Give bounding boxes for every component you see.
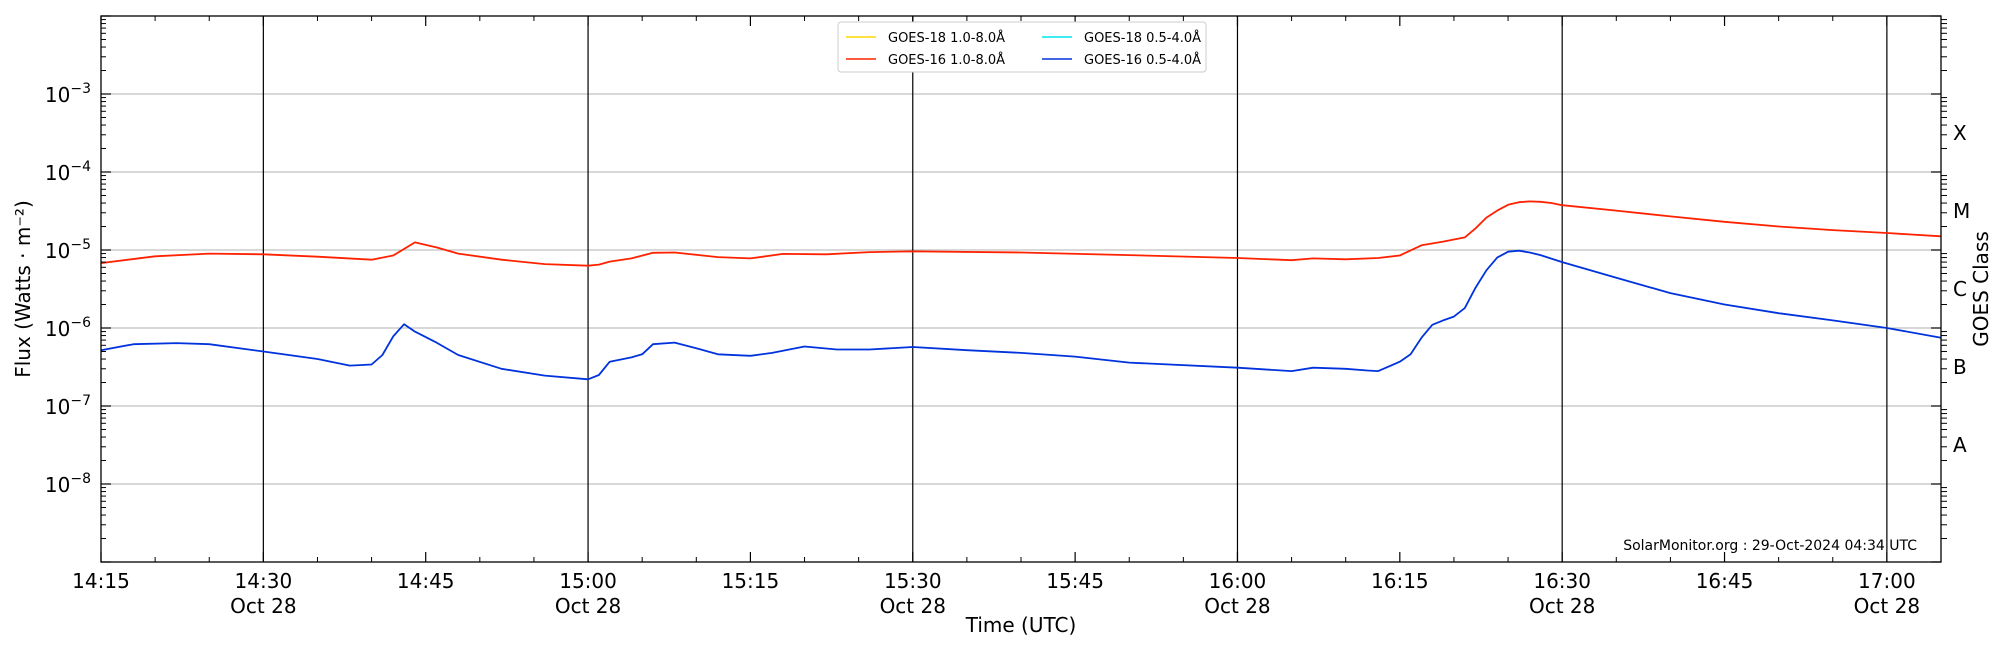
y-tick-label: 10−5 — [45, 237, 91, 263]
series-line — [100, 200, 1942, 267]
x-tick-date-label: Oct 28 — [230, 594, 296, 618]
grid-layer — [101, 16, 1941, 562]
x-tick-label: 15:00 — [559, 569, 617, 593]
x-tick-date-label: Oct 28 — [555, 594, 621, 618]
y-tick-label: 10−3 — [45, 81, 91, 107]
credit-text: SolarMonitor.org : 29-Oct-2024 04:34 UTC — [1623, 538, 1917, 554]
ticks-layer — [100, 15, 1947, 563]
legend-label: GOES-16 0.5-4.0Å — [1084, 52, 1201, 68]
series-line — [100, 249, 1942, 381]
x-axis-title: Time (UTC) — [965, 613, 1077, 637]
legend-label: GOES-18 1.0-8.0Å — [888, 30, 1005, 46]
goes-class-label: A — [1953, 433, 1967, 457]
x-tick-label: 16:15 — [1371, 569, 1429, 593]
x-tick-label: 14:45 — [397, 569, 455, 593]
goes-class-label: C — [1953, 277, 1967, 301]
x-tick-label: 17:00 — [1858, 569, 1916, 593]
y-tick-label: 10−8 — [45, 471, 91, 497]
x-tick-label: 16:45 — [1696, 569, 1754, 593]
y-tick-label: 10−4 — [45, 159, 91, 185]
goes-class-label: X — [1953, 121, 1967, 145]
x-tick-label: 14:15 — [72, 569, 130, 593]
y-tick-label: 10−7 — [45, 393, 91, 419]
x-tick-date-label: Oct 28 — [1854, 594, 1920, 618]
series-layer — [100, 200, 1942, 381]
goes-class-label: B — [1953, 355, 1967, 379]
y-tick-label: 10−6 — [45, 315, 91, 341]
x-tick-date-label: Oct 28 — [1204, 594, 1270, 618]
legend-box — [837, 21, 1207, 73]
x-tick-label: 14:30 — [235, 569, 293, 593]
x-tick-date-label: Oct 28 — [1529, 594, 1595, 618]
legend-label: GOES-16 1.0-8.0Å — [888, 52, 1005, 68]
legend: GOES-18 1.0-8.0Å GOES-16 1.0-8.0Å GOES-18 … — [837, 21, 1207, 73]
x-tick-label: 15:30 — [884, 569, 942, 593]
x-tick-label: 16:00 — [1209, 569, 1267, 593]
x-tick-date-label: Oct 28 — [880, 594, 946, 618]
y-axis-title: Flux (Watts · m⁻²) — [11, 200, 35, 378]
goes-class-axis-title: GOES Class — [1969, 231, 1993, 347]
legend-label: GOES-18 0.5-4.0Å — [1084, 30, 1201, 46]
x-tick-label: 15:45 — [1046, 569, 1104, 593]
x-tick-label: 15:15 — [722, 569, 780, 593]
goes-class-label: M — [1953, 199, 1970, 223]
x-tick-label: 16:30 — [1533, 569, 1591, 593]
